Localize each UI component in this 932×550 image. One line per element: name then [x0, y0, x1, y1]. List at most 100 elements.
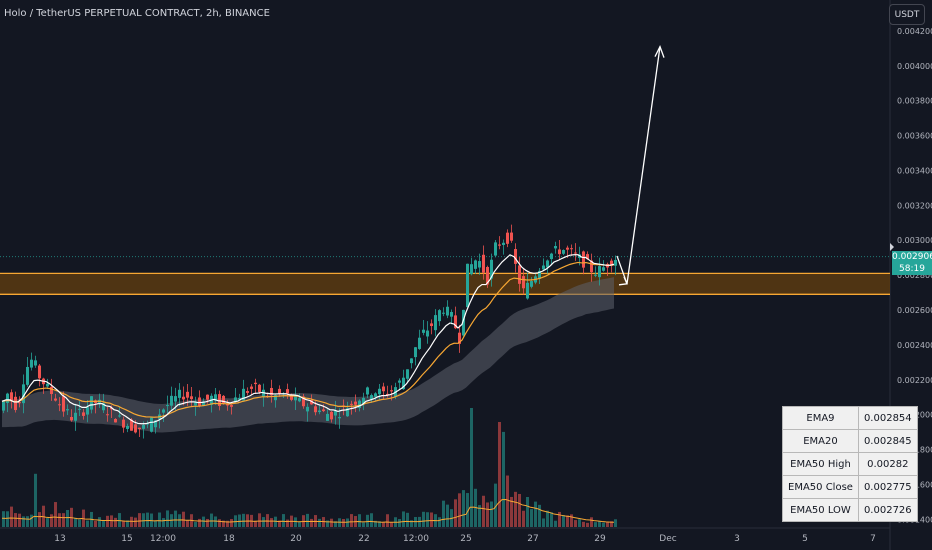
volume-bar [330, 518, 333, 527]
candle-body [178, 389, 181, 398]
volume-bar [306, 513, 309, 527]
candle-body [426, 330, 429, 337]
volume-bar [458, 493, 461, 527]
volume-bar [50, 514, 53, 527]
candle-body [602, 267, 605, 271]
candle-body [10, 392, 13, 401]
volume-bar [386, 514, 389, 527]
candle-body [246, 391, 249, 393]
candle-body [194, 401, 197, 406]
volume-bar [398, 519, 401, 527]
volume-bar [226, 520, 229, 527]
candle-body [450, 312, 453, 317]
volume-bar [262, 517, 265, 527]
candle-body [206, 394, 209, 400]
time-tick-label: 27 [527, 534, 538, 544]
candle-body [2, 401, 5, 411]
candle-body [362, 397, 365, 405]
price-tick-label: 0.003200 [897, 201, 932, 210]
time-tick-label: 25 [460, 534, 471, 544]
price-tick-label: 0.003400 [897, 166, 932, 175]
volume-bar [34, 473, 37, 527]
candle-body [466, 263, 469, 308]
volume-bar [614, 519, 617, 527]
volume-bar [98, 517, 101, 527]
volume-bar [550, 512, 553, 527]
candle-body [506, 232, 509, 244]
volume-bar [602, 522, 605, 527]
volume-bar [486, 502, 489, 527]
current-price-label: 0.002906 [892, 252, 932, 262]
volume-bar [222, 520, 225, 527]
candle-body [542, 265, 545, 270]
candle-body [414, 347, 417, 358]
candle-body [558, 249, 561, 255]
candle-body [354, 401, 357, 405]
volume-bar [2, 511, 5, 527]
candle-body [46, 383, 49, 387]
volume-bar [114, 517, 117, 527]
ema-row: EMA20 0.002845 [782, 429, 918, 453]
candle-body [322, 409, 325, 412]
candle-body [570, 248, 573, 250]
candle-body [406, 369, 409, 379]
candle-body [594, 274, 597, 276]
volume-bar [46, 518, 49, 527]
candle-body [202, 401, 205, 407]
volume-bar [126, 520, 129, 527]
volume-bar [154, 520, 157, 527]
volume-bar [442, 500, 445, 527]
candle-body [546, 260, 549, 268]
volume-bar [30, 514, 33, 527]
candle-body [358, 400, 361, 408]
volume-bar [462, 490, 465, 527]
candle-body [554, 246, 557, 249]
volume-bar [6, 511, 9, 527]
ema-value: 0.002854 [857, 406, 918, 430]
volume-bar [178, 514, 181, 527]
candle-body [454, 315, 457, 329]
candle-body [330, 411, 333, 420]
volume-bar [502, 431, 505, 527]
time-tick-label: 3 [734, 534, 740, 544]
volume-bar [230, 519, 233, 527]
volume-bar [510, 496, 513, 527]
volume-bar [110, 515, 113, 527]
volume-bar [586, 522, 589, 527]
volume-bar [582, 521, 585, 527]
bar-countdown-label: 58:19 [899, 264, 925, 274]
volume-bar [278, 520, 281, 527]
candle-body [18, 402, 21, 404]
candle-body [278, 388, 281, 394]
volume-bar [594, 522, 597, 527]
candle-body [562, 250, 565, 254]
projection-arrow [616, 46, 661, 285]
candle-body [382, 386, 385, 392]
volume-bar [470, 408, 473, 527]
volume-bar [522, 510, 525, 527]
volume-bar [74, 517, 77, 527]
candle-body [38, 365, 41, 379]
ema20-line [1, 261, 615, 418]
volume-bar [334, 521, 337, 527]
candle-body [34, 360, 37, 366]
currency-button[interactable]: USDT [889, 4, 925, 25]
volume-bar [174, 510, 177, 527]
support-zone [0, 273, 890, 295]
candle-body [230, 405, 233, 407]
candle-body [598, 266, 601, 278]
time-tick-label: 20 [290, 534, 302, 544]
projection-arrowhead-up [654, 44, 665, 58]
volume-bar [238, 514, 241, 527]
time-tick-label: 13 [54, 534, 65, 544]
volume-bar [38, 512, 41, 527]
candle-body [54, 398, 57, 401]
candle-body [162, 409, 165, 413]
candle-body [610, 260, 613, 266]
price-tick-label: 0.004200 [897, 27, 932, 36]
volume-bar [270, 518, 273, 527]
ema-row: EMA50 High 0.00282 [782, 452, 918, 476]
candle-body [538, 270, 541, 279]
volume-bar [210, 513, 213, 527]
